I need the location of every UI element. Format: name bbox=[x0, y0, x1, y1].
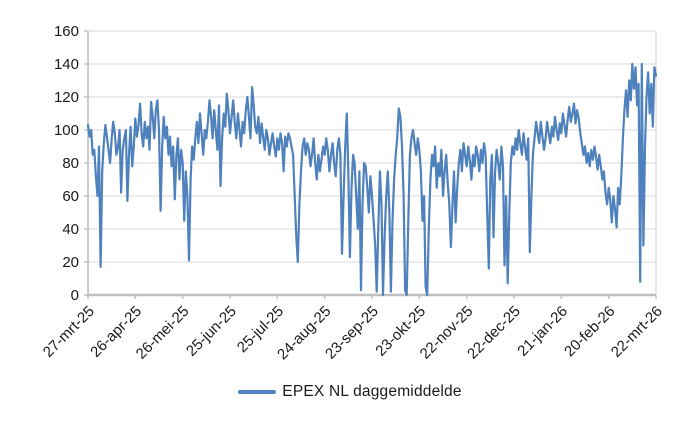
series-line bbox=[86, 62, 658, 297]
x-axis-label: 25-jun-25 bbox=[183, 303, 240, 360]
y-axis-label: 100 bbox=[54, 122, 79, 139]
y-axis-label: 160 bbox=[54, 23, 79, 40]
chart-legend: EPEX NL daggemiddelde bbox=[0, 383, 700, 401]
x-axis-label: 22-mrt-26 bbox=[608, 303, 666, 361]
y-axis-label: 80 bbox=[62, 155, 79, 172]
y-axis-label: 120 bbox=[54, 89, 79, 106]
y-axis-label: 60 bbox=[62, 188, 79, 205]
y-axis-label: 140 bbox=[54, 56, 79, 73]
y-axis-label: 40 bbox=[62, 221, 79, 238]
legend-label: EPEX NL daggemiddelde bbox=[282, 383, 462, 400]
y-axis-label: 20 bbox=[62, 254, 79, 271]
y-axis-label: 0 bbox=[71, 287, 79, 304]
legend-line-swatch bbox=[238, 390, 277, 394]
